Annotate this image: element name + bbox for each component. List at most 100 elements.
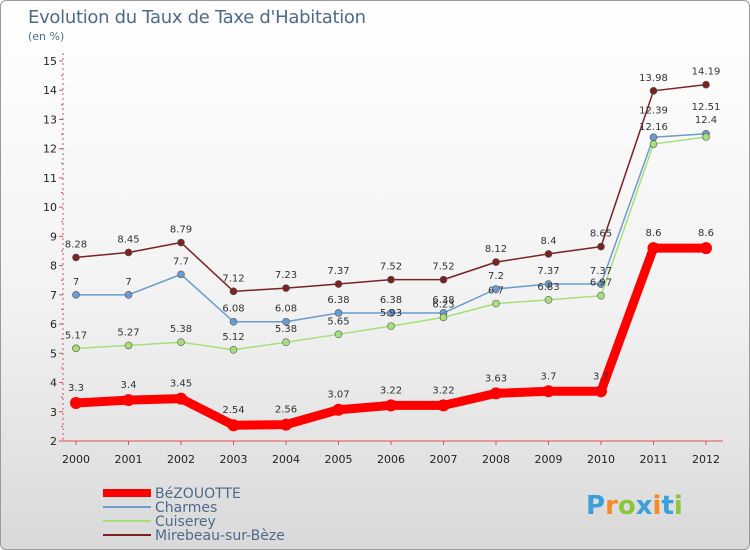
data-label: 7.23 bbox=[275, 270, 297, 281]
data-label: 8.28 bbox=[65, 239, 87, 250]
unit-label: (en %) bbox=[28, 30, 65, 43]
data-point bbox=[492, 299, 500, 308]
data-label: 6.08 bbox=[222, 304, 244, 315]
data-label: 7 bbox=[73, 277, 79, 288]
data-label: 6.38 bbox=[432, 295, 454, 306]
y-tick-label: 12 bbox=[43, 143, 57, 156]
y-tick-label: 4 bbox=[50, 377, 57, 390]
data-point bbox=[122, 394, 135, 407]
data-label: 8.6 bbox=[698, 228, 714, 239]
x-tick-label: 2004 bbox=[272, 453, 300, 466]
data-point bbox=[70, 397, 82, 409]
y-tick-label: 6 bbox=[50, 318, 57, 331]
data-label: 6.08 bbox=[275, 304, 297, 315]
data-point bbox=[72, 253, 80, 262]
y-tick-label: 2 bbox=[50, 435, 57, 448]
data-label: 8.12 bbox=[485, 244, 507, 255]
data-point bbox=[542, 385, 555, 398]
data-point bbox=[124, 291, 133, 299]
data-label: 5.27 bbox=[117, 327, 139, 338]
data-point bbox=[649, 87, 658, 95]
x-tick-label: 2008 bbox=[482, 453, 510, 466]
data-point bbox=[229, 345, 238, 354]
y-tick-label: 5 bbox=[50, 347, 57, 360]
data-point bbox=[229, 287, 238, 296]
data-label: 3.4 bbox=[121, 380, 137, 391]
x-tick-label: 2000 bbox=[62, 453, 90, 466]
y-tick-label: 13 bbox=[43, 113, 57, 126]
data-label: 3.22 bbox=[380, 385, 402, 396]
data-point bbox=[700, 242, 712, 255]
data-label: 7.37 bbox=[537, 266, 559, 277]
data-label: 12.39 bbox=[639, 105, 668, 116]
data-point bbox=[490, 387, 502, 400]
x-tick-label: 2006 bbox=[377, 453, 405, 466]
x-tick-label: 2005 bbox=[325, 453, 353, 466]
data-label: 8.65 bbox=[590, 229, 612, 240]
data-point bbox=[72, 344, 80, 353]
data-point bbox=[544, 250, 553, 258]
x-tick-label: 2009 bbox=[535, 453, 563, 466]
data-point bbox=[229, 317, 238, 326]
data-point bbox=[597, 291, 605, 300]
data-point bbox=[649, 133, 658, 142]
data-label: 8.4 bbox=[541, 236, 557, 247]
data-point bbox=[439, 275, 448, 284]
legend-label: Cuiserey bbox=[155, 514, 216, 530]
series-line-3 bbox=[75, 83, 707, 293]
data-point bbox=[282, 338, 290, 347]
data-label: 6.83 bbox=[537, 282, 559, 293]
data-label: 5.65 bbox=[327, 316, 349, 327]
y-tick-label: 10 bbox=[43, 201, 57, 214]
data-label: 8.6 bbox=[646, 228, 662, 239]
data-point bbox=[280, 418, 292, 431]
data-point bbox=[492, 258, 500, 266]
data-label: 7.2 bbox=[488, 271, 504, 282]
x-tick-label: 2010 bbox=[587, 453, 615, 466]
x-tick-label: 2011 bbox=[640, 453, 668, 466]
data-point bbox=[492, 285, 500, 293]
data-point bbox=[544, 296, 553, 304]
data-label: 7.7 bbox=[173, 256, 189, 267]
data-label: 3.7 bbox=[593, 371, 609, 382]
data-point bbox=[702, 133, 710, 141]
logo-letter: P bbox=[586, 491, 606, 521]
data-label: 8.45 bbox=[117, 234, 139, 245]
data-point bbox=[387, 322, 395, 330]
logo-letter: t bbox=[661, 491, 674, 521]
logo-letter: i bbox=[652, 491, 662, 521]
data-label: 6.97 bbox=[590, 278, 612, 289]
data-point bbox=[282, 317, 290, 326]
data-point bbox=[647, 242, 660, 255]
data-label: 8.79 bbox=[170, 225, 192, 236]
chart-title: Evolution du Taux de Taxe d'Habitation bbox=[28, 7, 366, 28]
x-tick-label: 2002 bbox=[167, 453, 195, 466]
data-label: 12.51 bbox=[692, 102, 721, 113]
data-label: 2.56 bbox=[275, 405, 297, 416]
data-point bbox=[175, 392, 187, 405]
data-label: 5.38 bbox=[170, 324, 192, 335]
data-point bbox=[387, 275, 395, 284]
data-label: 13.98 bbox=[639, 73, 668, 84]
data-label: 6.38 bbox=[327, 295, 349, 306]
data-label: 5.38 bbox=[275, 324, 297, 335]
y-tick-label: 9 bbox=[50, 230, 57, 243]
data-point bbox=[124, 248, 133, 257]
data-label: 3.07 bbox=[327, 390, 349, 401]
data-point bbox=[334, 280, 343, 288]
legend-label: Charmes bbox=[155, 500, 217, 516]
data-point bbox=[544, 280, 553, 288]
data-label: 3.63 bbox=[485, 373, 507, 384]
logo-letter: x bbox=[635, 491, 653, 521]
data-point bbox=[595, 385, 607, 398]
data-label: 6.38 bbox=[380, 295, 402, 306]
data-label: 7.52 bbox=[432, 262, 454, 273]
data-point bbox=[177, 338, 185, 347]
y-tick-label: 8 bbox=[50, 260, 57, 273]
data-label: 7.37 bbox=[327, 266, 349, 277]
data-point bbox=[124, 341, 133, 350]
data-point bbox=[702, 80, 710, 89]
logo-letter: r bbox=[605, 491, 618, 521]
data-label: 12.4 bbox=[695, 115, 717, 126]
